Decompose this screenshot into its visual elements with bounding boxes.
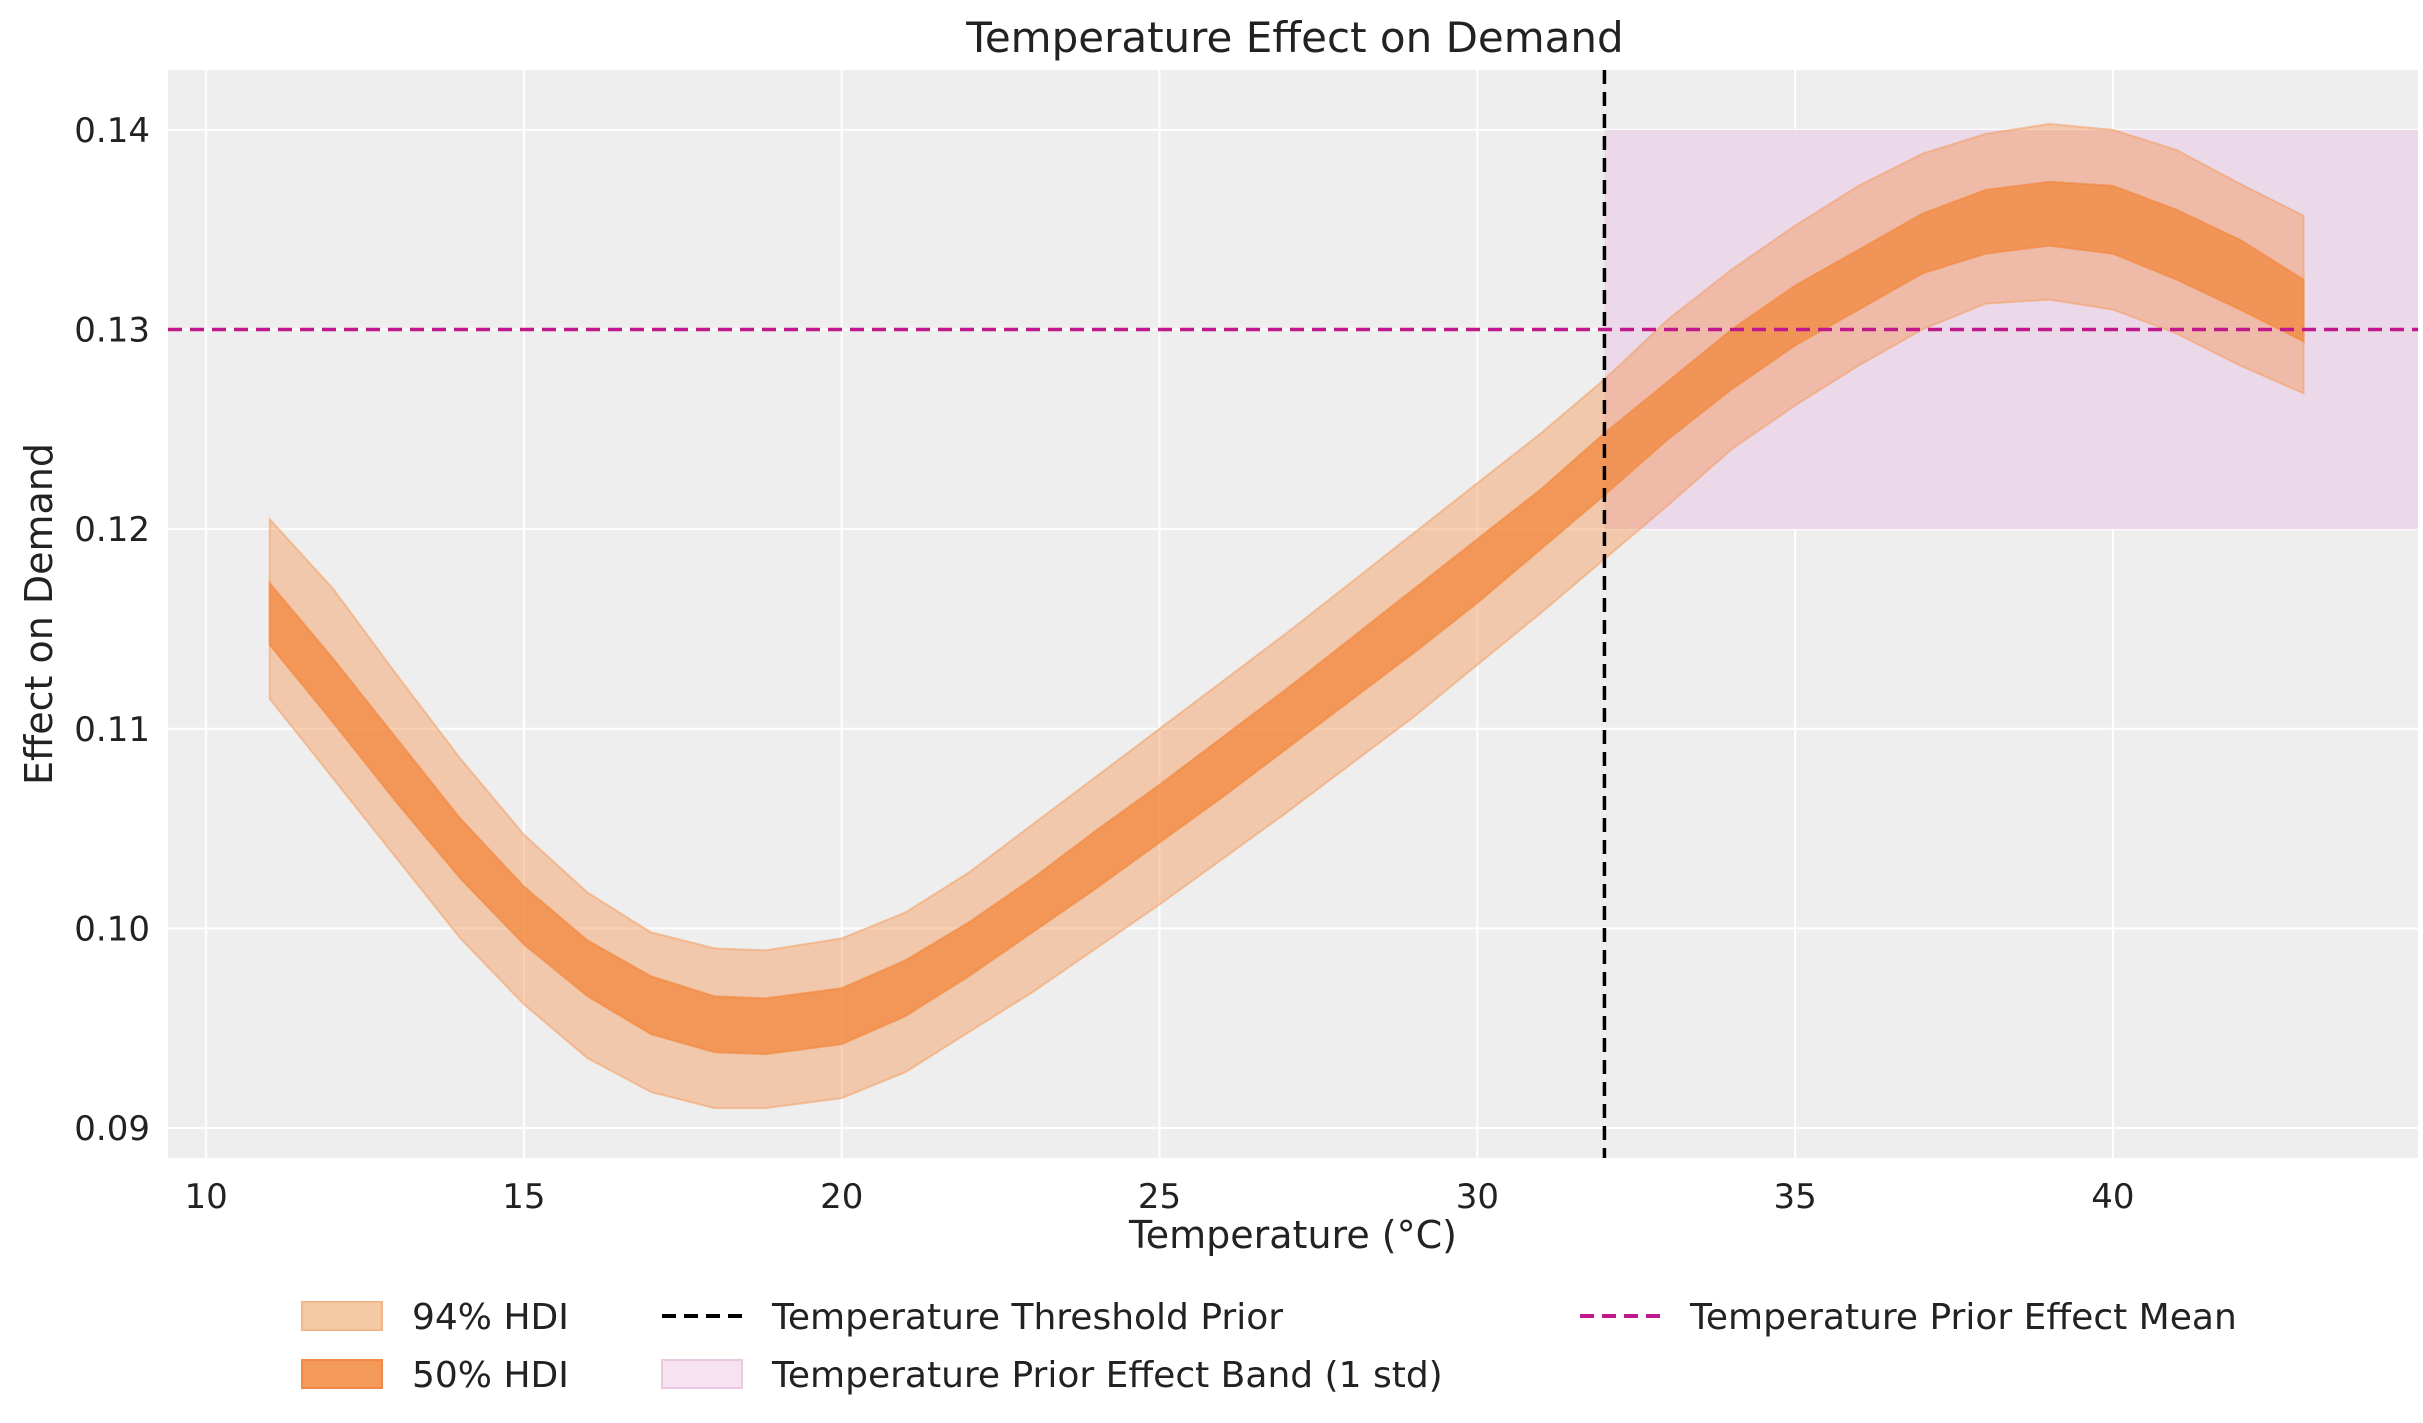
x-tick-label: 10: [185, 1177, 228, 1217]
plot-area: [168, 70, 2418, 1158]
x-tick-label: 40: [2091, 1177, 2134, 1217]
y-tick-label: 0.10: [74, 909, 150, 949]
legend-item-hdi50: 50% HDI: [302, 1355, 569, 1396]
x-tick-label: 20: [820, 1177, 863, 1217]
legend-item-threshold: Temperature Threshold Prior: [662, 1297, 1283, 1338]
x-tick-label: 25: [1138, 1177, 1181, 1217]
legend-swatch-hdi94: [302, 1302, 382, 1330]
x-axis-ticks: 10 15 20 25 30 35 40: [185, 1177, 2135, 1217]
legend-label-band: Temperature Prior Effect Band (1 std): [771, 1355, 1443, 1396]
legend-item-mean: Temperature Prior Effect Mean: [1580, 1297, 2237, 1338]
y-tick-label: 0.12: [74, 510, 150, 550]
x-tick-label: 30: [1456, 1177, 1499, 1217]
legend-swatch-band: [662, 1360, 742, 1388]
legend-label-hdi50: 50% HDI: [412, 1355, 569, 1396]
x-tick-label: 15: [502, 1177, 545, 1217]
y-tick-label: 0.09: [74, 1109, 150, 1149]
legend-label-hdi94: 94% HDI: [412, 1297, 569, 1338]
chart-title: Temperature Effect on Demand: [965, 13, 1623, 62]
legend-item-hdi94: 94% HDI: [302, 1297, 569, 1338]
legend-label-threshold: Temperature Threshold Prior: [771, 1297, 1283, 1338]
y-axis-label: Effect on Demand: [17, 443, 61, 785]
y-tick-label: 0.13: [74, 311, 150, 351]
legend-swatch-hdi50: [302, 1360, 382, 1388]
y-tick-label: 0.14: [74, 111, 150, 151]
legend-item-band: Temperature Prior Effect Band (1 std): [662, 1355, 1443, 1396]
legend-label-mean: Temperature Prior Effect Mean: [1689, 1297, 2237, 1338]
y-tick-label: 0.11: [74, 710, 150, 750]
legend: 94% HDI 50% HDI Temperature Threshold Pr…: [302, 1297, 2237, 1396]
x-axis-label: Temperature (°C): [1128, 1213, 1457, 1257]
x-tick-label: 35: [1773, 1177, 1816, 1217]
y-axis-ticks: 0.09 0.10 0.11 0.12 0.13 0.14: [74, 111, 150, 1149]
